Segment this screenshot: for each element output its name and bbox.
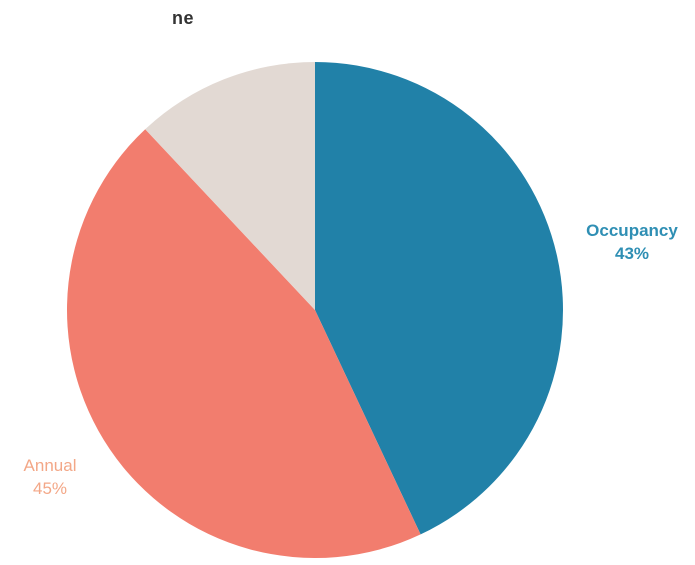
pie-slice-occupancy bbox=[315, 62, 564, 535]
annual-slice-label: Annual 45% bbox=[0, 455, 100, 501]
pie-slice-other bbox=[145, 62, 315, 310]
annual-label-text: Annual bbox=[23, 456, 77, 475]
pie-slices bbox=[67, 62, 564, 559]
chart-title: ne bbox=[172, 8, 195, 28]
occupancy-slice-label: Occupancy 43% bbox=[572, 220, 692, 266]
occupancy-label-value: 43% bbox=[614, 243, 650, 263]
annual-label-value: 45% bbox=[32, 478, 68, 498]
pie-slice-annual bbox=[67, 129, 421, 559]
occupancy-label-text: Occupancy bbox=[586, 221, 678, 240]
